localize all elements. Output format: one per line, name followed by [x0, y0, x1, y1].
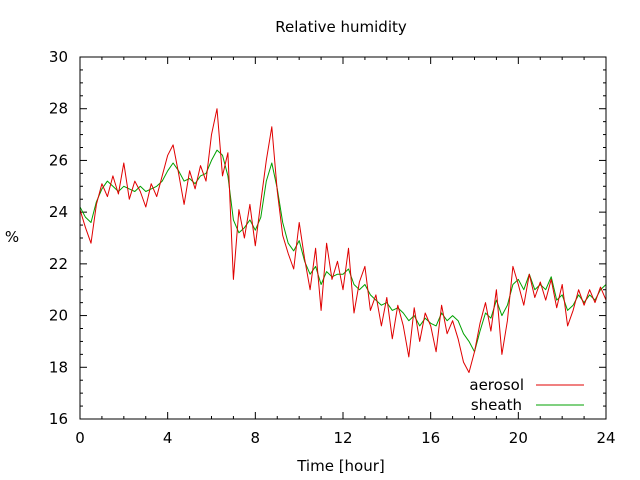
y-tick-label: 24	[49, 203, 68, 221]
x-tick-label: 0	[75, 429, 85, 447]
x-tick-label: 8	[251, 429, 261, 447]
x-tick-label: 16	[421, 429, 440, 447]
x-axis-label: Time [hour]	[296, 457, 385, 475]
legend-label-aerosol: aerosol	[469, 376, 524, 394]
legend: aerosol sheath	[469, 376, 584, 414]
series-line-aerosol	[79, 108, 607, 373]
x-tick-label: 24	[596, 429, 615, 447]
y-tick-label: 20	[49, 307, 68, 325]
y-tick-label: 26	[49, 151, 68, 169]
series-lines	[79, 108, 607, 373]
y-tick-label: 28	[49, 100, 68, 118]
axes: 0 4 8 12 16 20 24 16 18 20 22 24 26 28 30	[49, 48, 616, 447]
y-tick-label: 30	[49, 48, 68, 66]
legend-label-sheath: sheath	[471, 396, 522, 414]
y-axis-label: %	[5, 228, 19, 246]
x-tick-label: 4	[163, 429, 173, 447]
x-tick-label: 12	[333, 429, 352, 447]
series-line-sheath	[79, 149, 607, 353]
plot-frame	[79, 56, 607, 420]
x-tick-label: 20	[509, 429, 528, 447]
y-tick-label: 22	[49, 255, 68, 273]
chart-title: Relative humidity	[275, 18, 407, 36]
y-tick-label: 18	[49, 358, 68, 376]
y-tick-label: 16	[49, 410, 68, 428]
